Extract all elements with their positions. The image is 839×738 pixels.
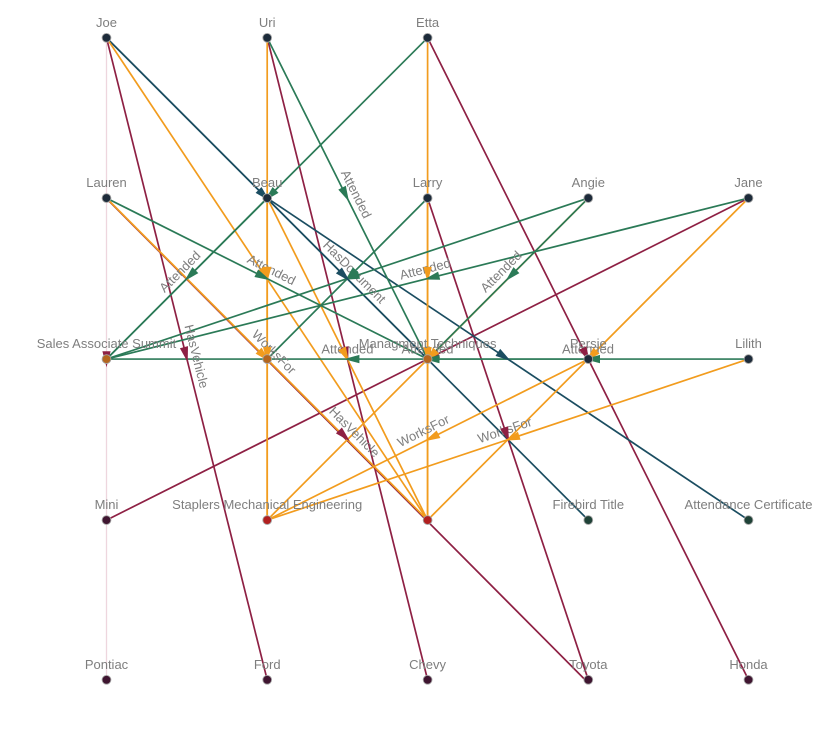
svg-text:Staplers Mechanical Engineerin: Staplers Mechanical Engineering xyxy=(172,497,362,512)
svg-text:Persie: Persie xyxy=(570,336,607,351)
svg-text:Larry: Larry xyxy=(413,175,443,190)
svg-text:Uri: Uri xyxy=(259,15,276,30)
svg-text:Pontiac: Pontiac xyxy=(85,657,129,672)
svg-text:Toyota: Toyota xyxy=(569,657,608,672)
svg-text:Joe: Joe xyxy=(96,15,117,30)
svg-text:Lilith: Lilith xyxy=(735,336,762,351)
svg-text:Lauren: Lauren xyxy=(86,175,126,190)
svg-text:Firebird Title: Firebird Title xyxy=(553,497,625,512)
svg-text:Etta: Etta xyxy=(416,15,440,30)
svg-text:Jane: Jane xyxy=(734,175,762,190)
svg-text:Mini: Mini xyxy=(95,497,119,512)
svg-text:Angie: Angie xyxy=(572,175,605,190)
svg-text:Ford: Ford xyxy=(254,657,281,672)
svg-text:Attendance Certificate: Attendance Certificate xyxy=(685,497,813,512)
svg-text:Chevy: Chevy xyxy=(409,657,446,672)
svg-text:Attended: Attended xyxy=(562,342,614,357)
svg-text:Beau: Beau xyxy=(252,175,282,190)
svg-text:Sales Associate Summit: Sales Associate Summit xyxy=(37,336,177,351)
svg-text:Managment Techniques: Managment Techniques xyxy=(359,336,497,351)
svg-text:Honda: Honda xyxy=(729,657,768,672)
